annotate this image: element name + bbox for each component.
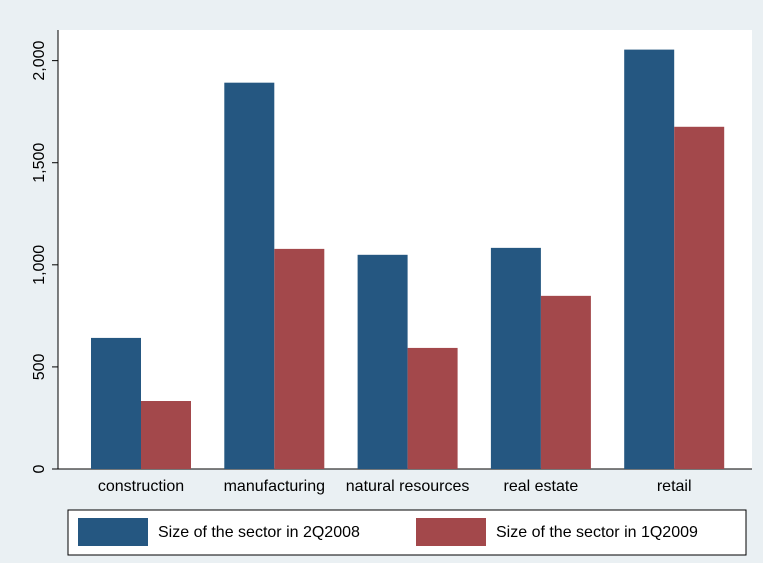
bar xyxy=(274,248,325,469)
y-tick-label: 0 xyxy=(31,464,48,473)
x-tick-label: real estate xyxy=(504,478,579,495)
bar xyxy=(141,401,191,469)
legend-label: Size of the sector in 2Q2008 xyxy=(158,524,360,541)
x-tick-label: retail xyxy=(657,478,692,495)
legend-label: Size of the sector in 1Q2009 xyxy=(496,524,698,541)
x-tick-label: natural resources xyxy=(346,478,470,495)
bar xyxy=(407,347,458,469)
y-tick-label: 2,000 xyxy=(31,41,48,81)
x-tick-label: manufacturing xyxy=(224,478,325,495)
bar xyxy=(540,295,591,469)
bar xyxy=(490,247,541,469)
bar xyxy=(224,82,275,470)
bar xyxy=(91,337,141,469)
legend-swatch xyxy=(78,518,148,546)
bar xyxy=(674,126,725,470)
y-tick-label: 500 xyxy=(31,353,48,380)
legend xyxy=(67,509,747,556)
y-tick-label: 1,000 xyxy=(31,245,48,285)
legend-swatch xyxy=(416,518,486,546)
y-tick-label: 1,500 xyxy=(31,143,48,183)
bar xyxy=(624,49,675,469)
x-tick-label: construction xyxy=(98,478,184,495)
bar xyxy=(357,254,408,469)
